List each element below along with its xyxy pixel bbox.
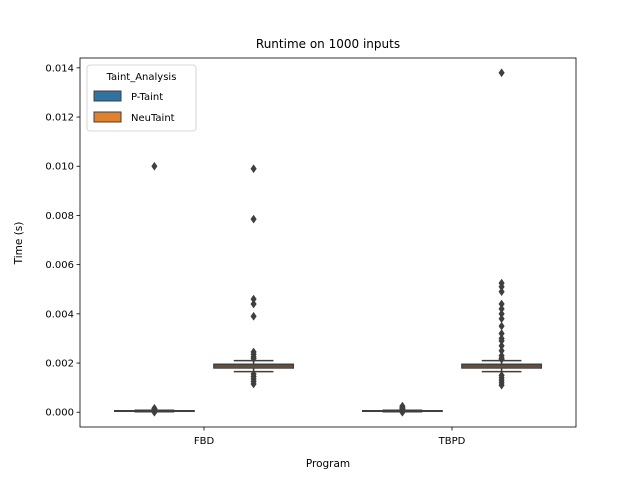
legend-title: Taint_Analysis <box>106 72 177 83</box>
plot-area <box>79 57 577 428</box>
y-tick-label: 0.000 <box>45 408 74 419</box>
y-tick-label: 0.006 <box>45 260 74 271</box>
outlier-point <box>151 161 158 171</box>
outlier-point <box>250 299 257 309</box>
outlier-point <box>399 407 406 417</box>
x-axis-label: Program <box>306 458 350 470</box>
outlier-point <box>250 311 257 321</box>
y-tick-label: 0.010 <box>45 162 74 173</box>
box-neutaint-fbd <box>213 164 295 389</box>
outlier-point <box>250 164 257 174</box>
box-neutaint-tbpd <box>461 68 543 390</box>
y-tick-label: 0.014 <box>45 63 74 74</box>
outlier-point <box>250 214 257 224</box>
box-p-taint-tbpd <box>361 401 443 417</box>
legend: Taint_Analysis P-Taint NeuTaint <box>86 64 197 132</box>
outlier-point <box>250 379 257 389</box>
outlier-point <box>250 354 257 364</box>
y-tick-label: 0.008 <box>45 211 74 222</box>
x-axis: FBD TBPD <box>194 427 466 447</box>
legend-label: P-Taint <box>131 92 163 103</box>
outlier-point <box>498 68 505 78</box>
outlier-point <box>498 287 505 297</box>
y-tick-label: 0.002 <box>45 359 74 370</box>
legend-swatch-neutaint <box>93 111 122 123</box>
box-p-taint-fbd <box>113 161 195 417</box>
y-tick-label: 0.004 <box>45 309 74 320</box>
chart-title: Runtime on 1000 inputs <box>256 37 400 51</box>
y-axis-label: Time (s) <box>13 222 25 266</box>
outlier-point <box>151 407 158 417</box>
outlier-point <box>498 314 505 324</box>
outlier-point <box>498 354 505 364</box>
y-tick-label: 0.012 <box>45 113 74 124</box>
y-axis: 0.000 0.002 0.004 0.006 0.008 0.010 0.012 0.014 <box>45 63 80 419</box>
legend-label: NeuTaint <box>131 113 175 124</box>
x-tick-label: FBD <box>194 436 215 447</box>
legend-swatch-p-taint <box>93 90 122 102</box>
outlier-point <box>498 380 505 390</box>
x-tick-label: TBPD <box>438 436 466 447</box>
plot-frame <box>79 57 577 428</box>
outlier-point <box>498 321 505 331</box>
